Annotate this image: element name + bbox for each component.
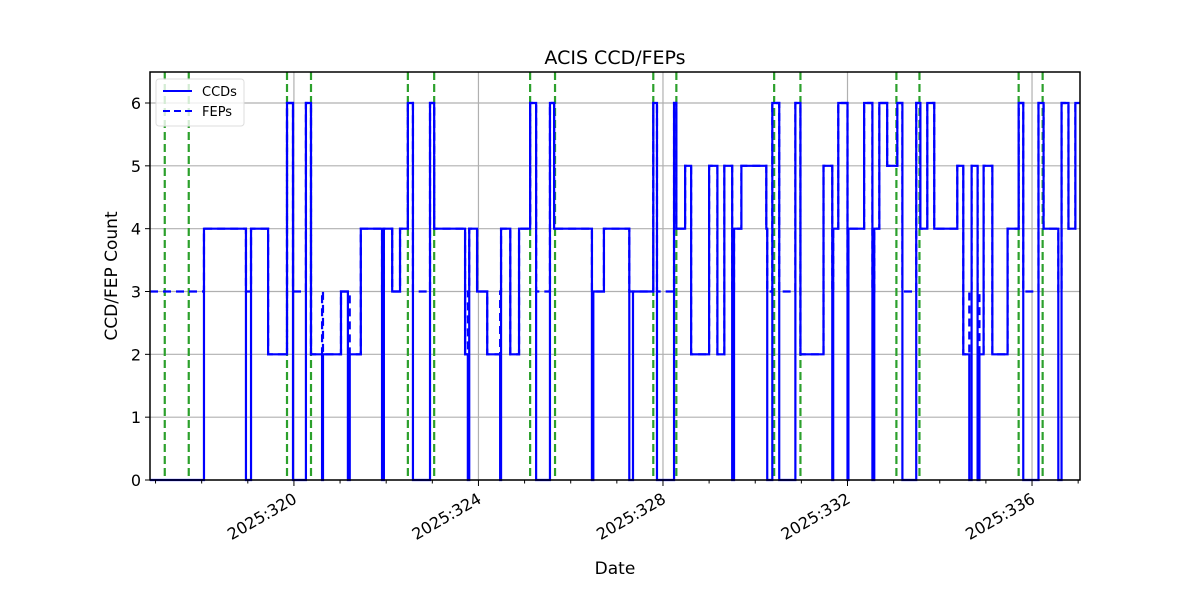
y-tick-label: 5 (131, 157, 141, 176)
y-tick-label: 3 (131, 283, 141, 302)
x-tick-label: 2025:328 (593, 489, 669, 544)
x-axis-label: Date (595, 559, 636, 579)
grid-lines (150, 72, 1080, 481)
x-tick-label: 2025:324 (409, 489, 485, 544)
x-tick-label: 2025:320 (224, 489, 300, 544)
x-tick-label: 2025:336 (962, 489, 1038, 544)
y-axis-label: CCD/FEP Count (102, 211, 122, 341)
y-tick-label: 2 (131, 345, 141, 364)
y-tick-label: 0 (131, 471, 141, 490)
legend: CCDs FEPs (155, 78, 245, 127)
chart-title: ACIS CCD/FEPs (544, 47, 685, 69)
y-tick-label: 1 (131, 408, 141, 427)
legend-ccds-label: CCDs (202, 85, 237, 100)
x-tick-label: 2025:332 (778, 489, 854, 544)
plot-frame (149, 71, 1081, 481)
axis-ticks: 0 1 2 3 4 5 6 2025:320 2025:324 2025:328 2025:332 2… (131, 94, 1079, 544)
series-feps-line (150, 101, 1080, 356)
y-tick-label: 4 (131, 220, 141, 239)
legend-feps-label: FEPs (202, 105, 232, 120)
y-tick-label: 6 (131, 94, 141, 113)
